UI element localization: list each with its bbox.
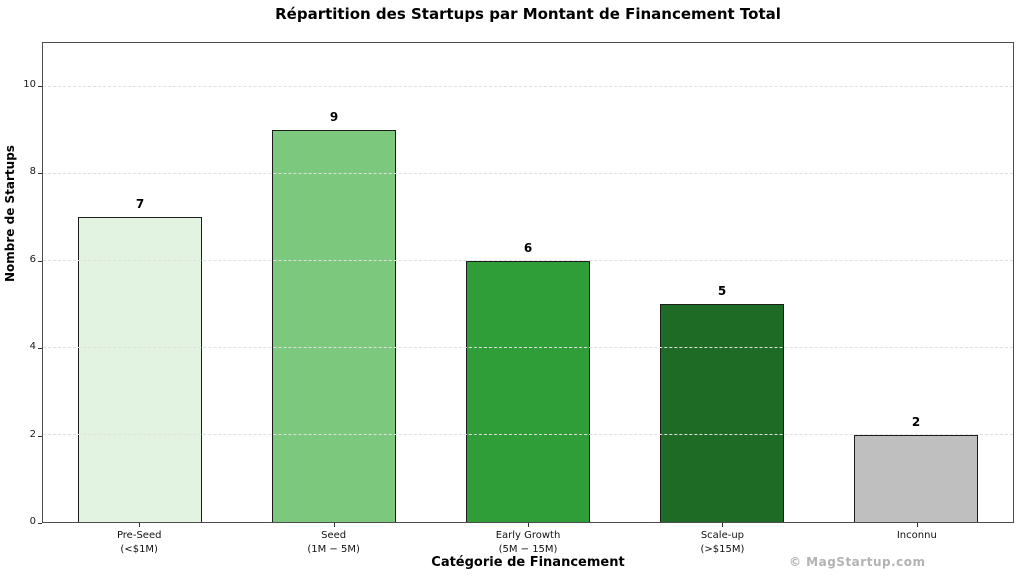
y-tick-label: 2 — [29, 428, 36, 440]
gridline — [43, 346, 1013, 348]
bar-slot: 2 — [819, 43, 1013, 522]
x-tick-label: Scale-up (>$15M) — [625, 529, 819, 557]
x-tick-mark — [333, 523, 335, 527]
x-tick-label-name: Pre-Seed — [116, 530, 162, 541]
x-tick-label-name: Seed — [321, 530, 347, 541]
y-tick-label: 0 — [29, 516, 36, 527]
bar-slot: 6 — [431, 43, 625, 522]
x-tick-label-name: Early Growth — [495, 530, 561, 541]
gridline — [43, 172, 1013, 174]
y-tick-label: 6 — [29, 253, 36, 265]
bar-slots: 7 9 6 5 2 — [43, 43, 1013, 522]
x-tick-mark — [528, 523, 529, 527]
x-tick-label: Early Growth (5M − 15M) — [431, 529, 625, 557]
x-tick-label-name: Inconnu — [896, 530, 937, 541]
x-axis-title: Catégorie de Financement — [431, 555, 625, 570]
bar-value-label: 5 — [717, 284, 727, 299]
watermark: © MagStartup.com — [789, 555, 926, 569]
bar — [77, 217, 203, 522]
y-tick-label: 10 — [23, 78, 36, 90]
x-tick-label: Pre-Seed (<$1M) — [42, 529, 236, 557]
x-tick-mark — [916, 523, 918, 527]
y-tick-mark — [38, 435, 42, 437]
y-tick-label: 8 — [29, 166, 36, 178]
y-tick-mark — [38, 523, 42, 524]
bar — [659, 304, 785, 522]
bar-value-label: 6 — [523, 240, 533, 255]
gridline — [43, 433, 1013, 435]
x-tick-mark — [722, 523, 724, 527]
gridline — [43, 259, 1013, 261]
bar — [853, 434, 979, 522]
bar-slot: 5 — [625, 43, 819, 522]
x-tick-mark — [139, 523, 141, 527]
x-tick-label-range: (1M − 5M) — [307, 544, 360, 555]
bar — [271, 130, 397, 522]
bar-value-label: 9 — [329, 110, 339, 125]
y-tick-mark — [38, 85, 42, 87]
x-tick-label: Inconnu — [820, 529, 1014, 557]
bar-value-label: 7 — [135, 197, 145, 212]
chart-title: Répartition des Startups par Montant de … — [275, 5, 781, 23]
bar-slot: 7 — [43, 43, 237, 522]
y-tick-label: 4 — [29, 341, 36, 353]
gridline — [43, 85, 1013, 87]
x-axis-tick-labels: Pre-Seed (<$1M) Seed (1M − 5M) Early Growth (… — [42, 529, 1014, 557]
bar-value-label: 2 — [911, 414, 921, 429]
x-tick-label-range: (5M − 15M) — [498, 544, 558, 555]
y-tick-mark — [38, 260, 42, 262]
x-tick-label-range: (<$1M) — [120, 544, 158, 555]
x-tick-label-name: Scale-up — [700, 530, 745, 541]
plot-area: 7 9 6 5 2 — [42, 42, 1014, 523]
y-tick-mark — [38, 348, 42, 350]
bar-slot: 9 — [237, 43, 431, 522]
x-tick-label-range: (>$15M) — [700, 544, 745, 555]
x-tick-label: Seed (1M − 5M) — [236, 529, 430, 557]
bar — [465, 260, 591, 522]
y-axis-tick-labels: 0 2 4 6 8 10 — [0, 42, 36, 527]
y-tick-mark — [38, 173, 42, 175]
